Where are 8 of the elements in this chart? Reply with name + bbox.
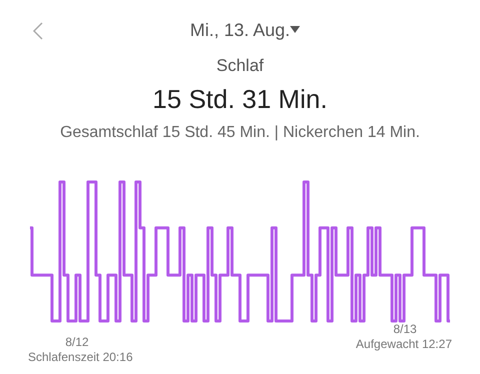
text: 15 Std. 31 Min. [152,84,328,115]
chart-title: Mi., 13. Aug. [188,20,292,41]
text: Gesamtschlaf 15 Std. 45 Min. | Nickerchen 14 Min. [59,124,421,142]
text: 8/12 [64,335,90,349]
text: Schlafenszeit 20:16 [28,350,133,364]
text: 8/13 [392,322,418,336]
chart-subtitle: Schlaf [215,56,265,76]
text: Aufgewacht 12:27 [356,337,452,351]
